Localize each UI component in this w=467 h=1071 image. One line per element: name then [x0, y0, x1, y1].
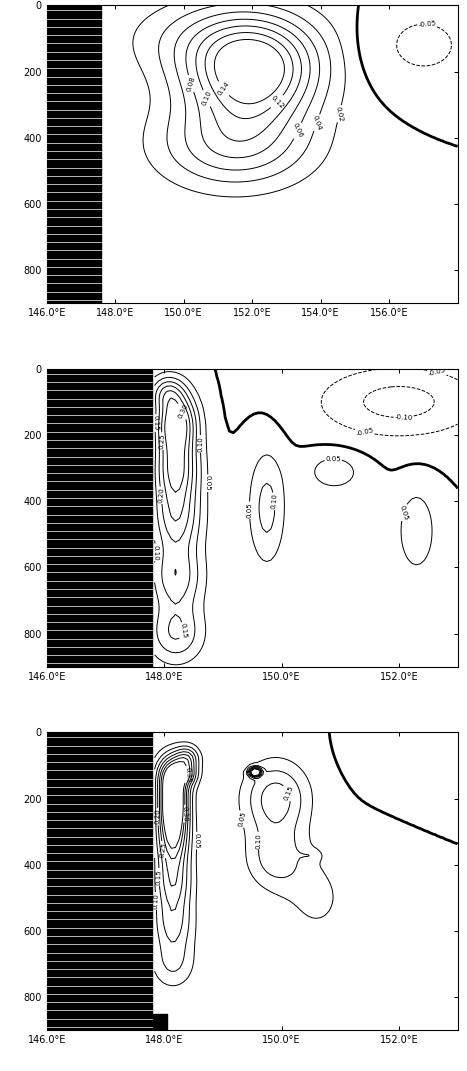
Text: -0.05: -0.05 [418, 20, 437, 28]
Text: 0.10: 0.10 [255, 833, 262, 848]
Text: 0.02: 0.02 [334, 105, 344, 122]
Text: 0.20: 0.20 [155, 809, 161, 825]
Text: 0.20: 0.20 [157, 487, 165, 503]
Text: 0.14: 0.14 [216, 80, 230, 97]
Text: 0.15: 0.15 [156, 869, 163, 885]
Text: 0.12: 0.12 [269, 94, 285, 109]
Text: 0.10: 0.10 [153, 893, 160, 909]
Text: 0.05: 0.05 [246, 502, 253, 518]
Text: 0.06: 0.06 [291, 122, 304, 139]
Text: 0.05: 0.05 [325, 455, 341, 462]
Text: 0.10: 0.10 [201, 90, 212, 107]
Text: -0.10: -0.10 [395, 413, 413, 421]
Text: 0.04: 0.04 [311, 115, 322, 131]
Text: 0.15: 0.15 [179, 622, 187, 638]
Text: 0.25: 0.25 [159, 842, 168, 858]
Text: -0.05: -0.05 [427, 367, 446, 377]
Text: 0.05: 0.05 [194, 833, 200, 848]
Text: 0.30: 0.30 [177, 403, 189, 420]
Text: 0.08: 0.08 [186, 75, 196, 92]
Text: 0.10: 0.10 [270, 493, 278, 510]
Text: 0.30: 0.30 [181, 805, 188, 821]
Text: 0.35: 0.35 [184, 767, 191, 783]
Text: 0.15: 0.15 [152, 416, 159, 431]
Text: 0.10: 0.10 [152, 544, 158, 560]
Text: 0.05: 0.05 [398, 504, 409, 521]
Text: 0.15: 0.15 [283, 784, 295, 801]
Text: 0.10: 0.10 [197, 436, 204, 452]
Text: 0.05: 0.05 [205, 476, 211, 491]
Text: 0.05: 0.05 [237, 811, 247, 827]
Text: 0.25: 0.25 [159, 433, 166, 449]
Text: -0.05: -0.05 [355, 427, 374, 437]
